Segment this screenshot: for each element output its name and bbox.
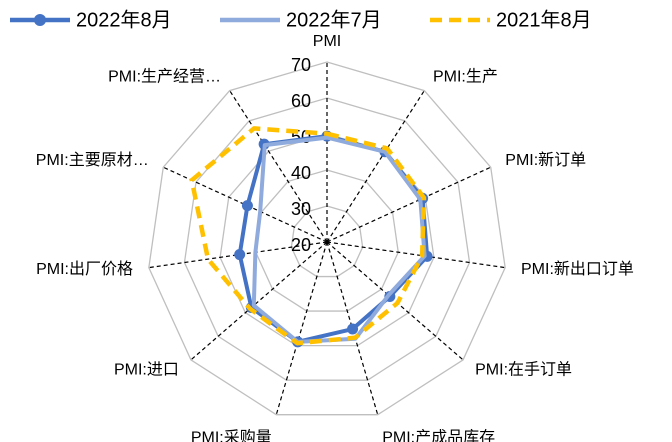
category-label: PMI:生产经营… (108, 67, 221, 85)
category-label: PMI:主要原材… (36, 151, 149, 169)
spoke (190, 241, 328, 361)
grid-ring (255, 169, 399, 312)
grid-ring (290, 205, 364, 278)
spoke (326, 90, 425, 243)
grid-ring (148, 61, 506, 416)
category-label: PMI:产成品库存 (382, 428, 495, 442)
category-label: PMI:出厂价格 (36, 260, 133, 278)
spoke (148, 241, 328, 269)
spoke (326, 241, 464, 361)
category-label: PMI:新出口订单 (521, 260, 634, 278)
tick-label: 20 (291, 235, 311, 255)
series-line (237, 134, 430, 344)
spoke (275, 241, 328, 415)
category-label: PMI:在手订单 (475, 361, 572, 379)
category-label: PMI:生产 (433, 67, 498, 85)
grid-ring (219, 133, 435, 347)
tick-label: 60 (291, 91, 311, 111)
spoke (326, 166, 491, 243)
tick-label: 30 (291, 199, 311, 219)
legend-label: 2022年8月 (76, 8, 172, 31)
spoke (326, 241, 379, 415)
point (347, 323, 359, 335)
legend-label: 2021年8月 (496, 8, 592, 31)
category-label: PMI:新订单 (505, 151, 586, 169)
legend-marker (34, 14, 46, 26)
tick-label: 40 (291, 163, 311, 183)
series-line (251, 135, 427, 344)
point (234, 249, 246, 261)
spoke (229, 90, 328, 243)
spoke (326, 241, 506, 269)
tick-label: 70 (291, 55, 311, 75)
category-label: PMI:进口 (114, 361, 179, 379)
legend-label: 2022年7月 (286, 8, 382, 31)
grid-ring (183, 97, 471, 381)
point (241, 200, 253, 212)
category-label: PMI:采购量 (191, 428, 272, 442)
category-label: PMI (313, 33, 341, 50)
